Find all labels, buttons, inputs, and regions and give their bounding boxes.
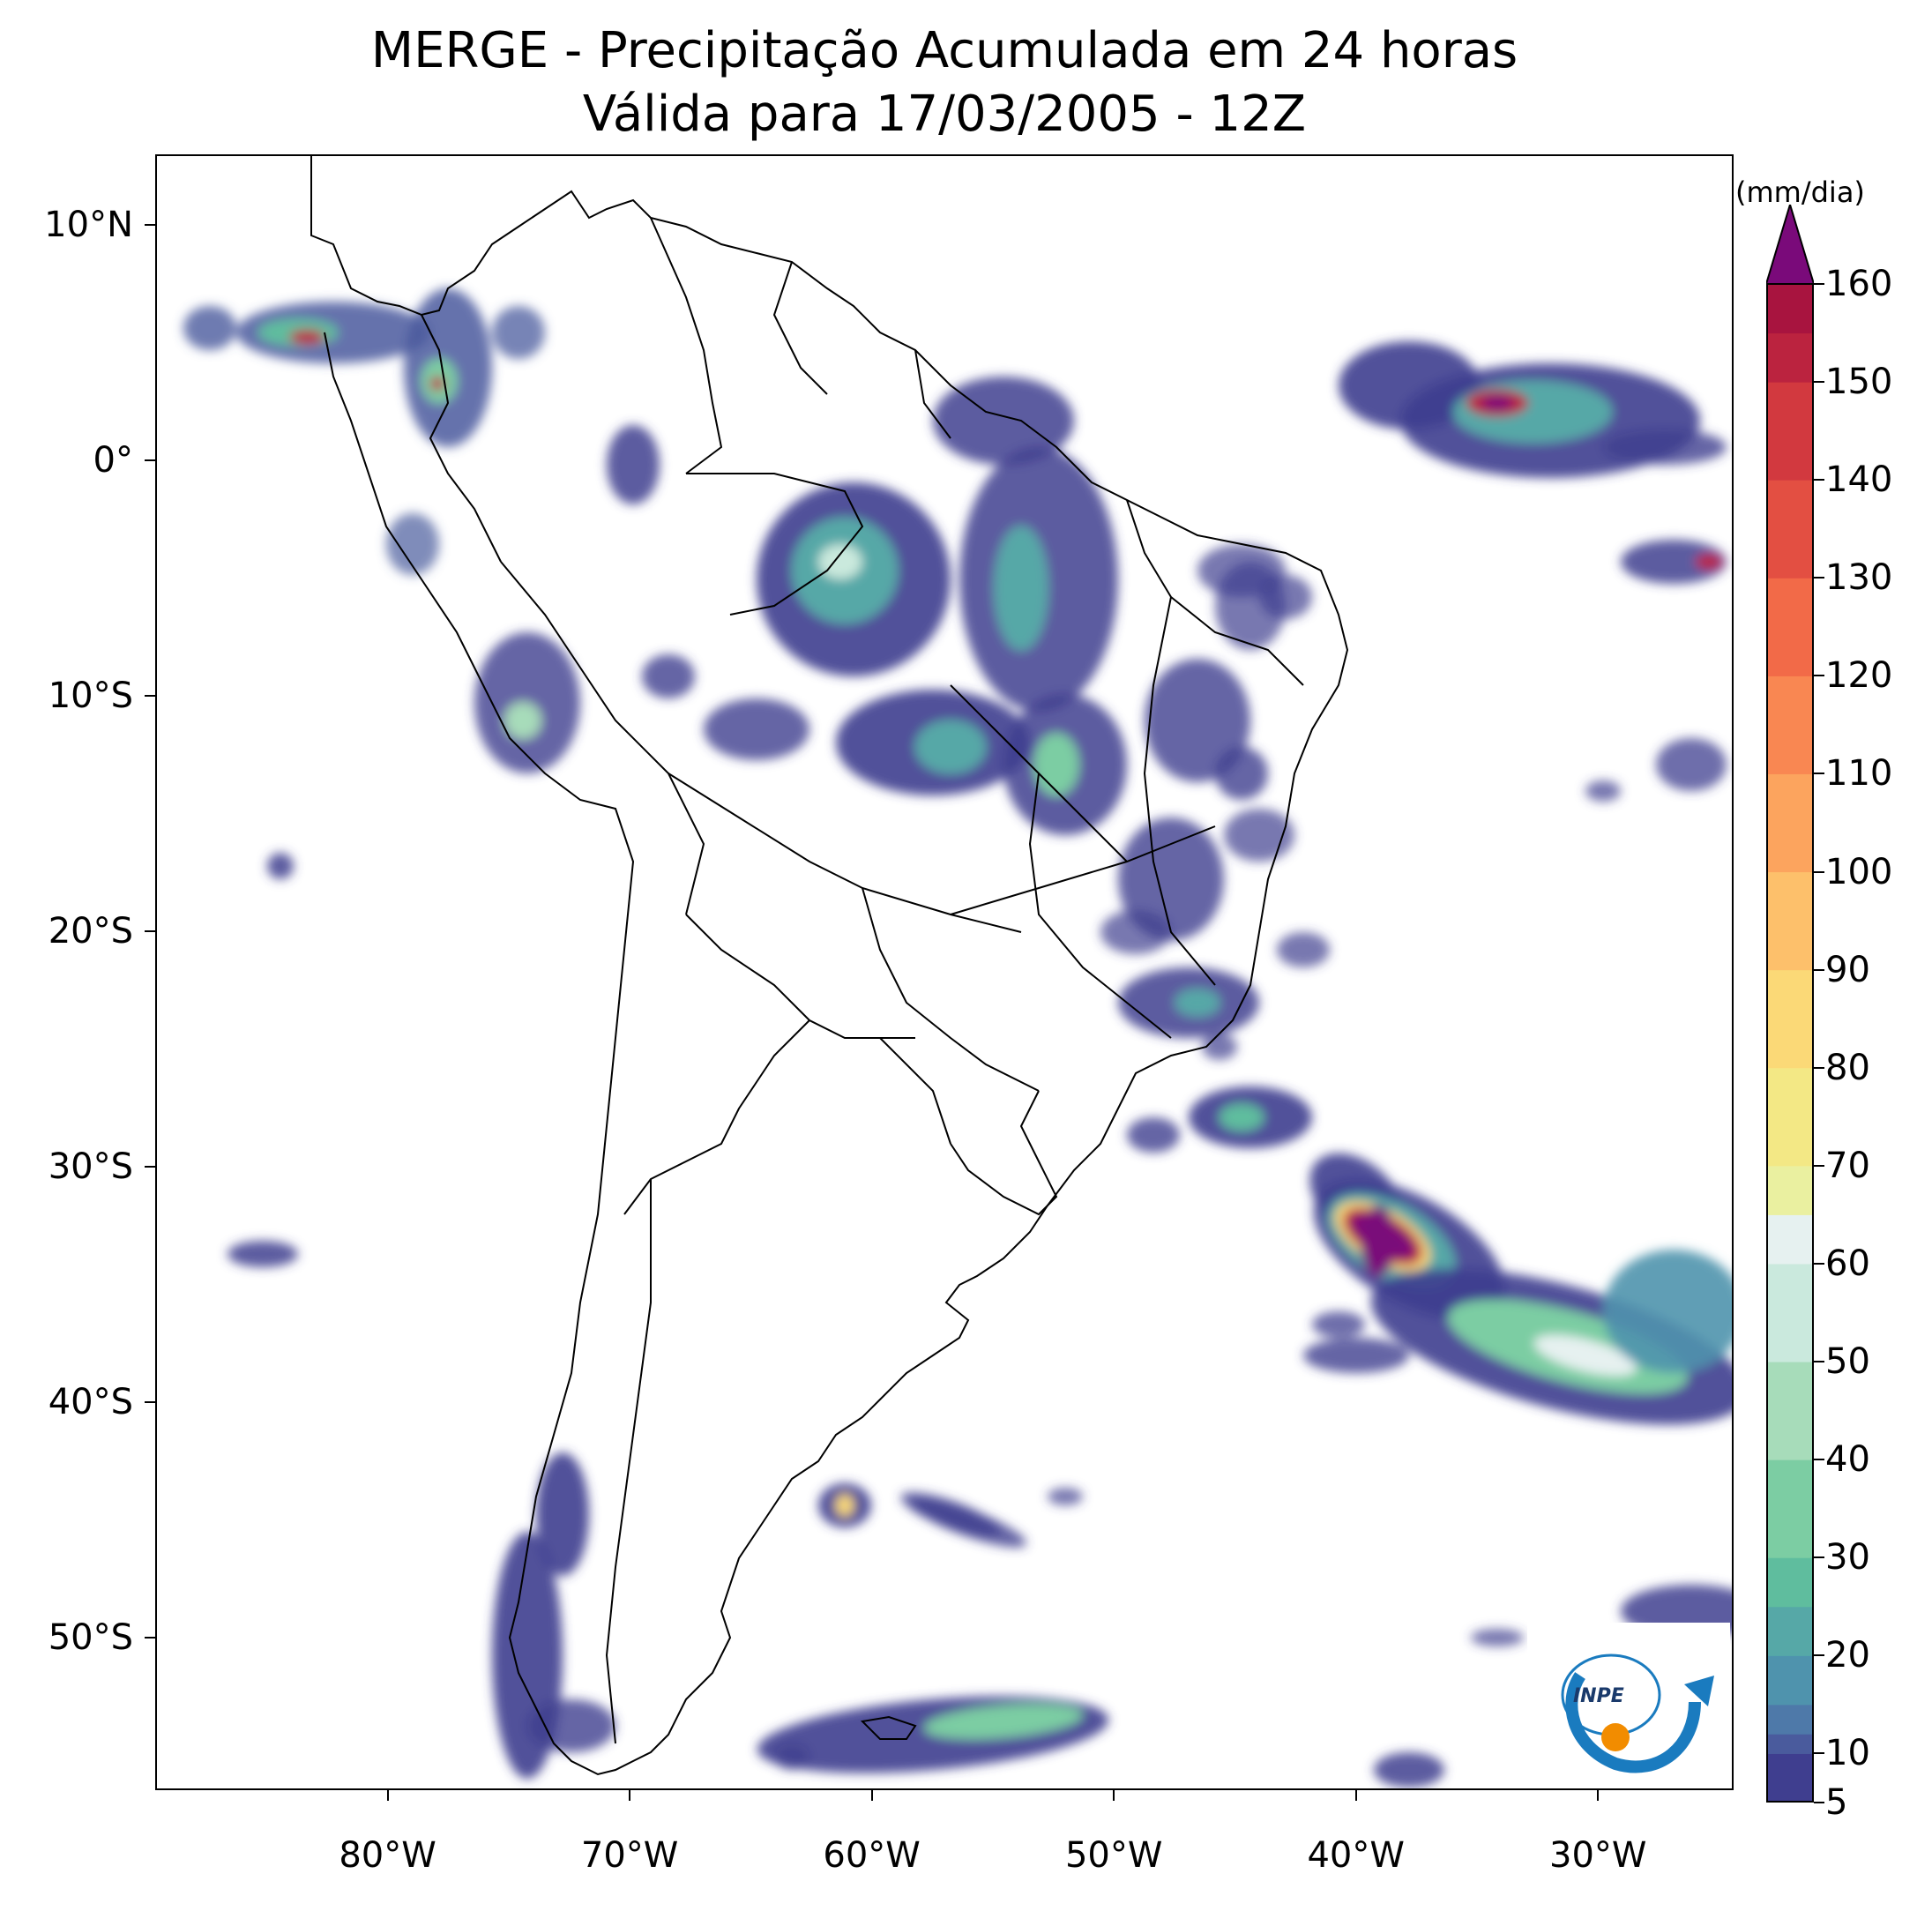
lat-tick-mark bbox=[145, 1636, 155, 1639]
inpe-logo-text: INPE bbox=[1573, 1685, 1624, 1707]
colorbar-segment bbox=[1766, 578, 1814, 676]
colorbar-tick-mark bbox=[1814, 1361, 1824, 1363]
colorbar-tick-label: 150 bbox=[1825, 362, 1893, 403]
lon-tick-mark bbox=[1597, 1790, 1600, 1801]
colorbar-tick-label: 80 bbox=[1825, 1047, 1870, 1088]
colorbar-segment bbox=[1766, 1067, 1814, 1167]
colorbar-tick-label: 10 bbox=[1825, 1733, 1870, 1774]
lon-tick-label: 80°W bbox=[339, 1835, 436, 1876]
coastlines-borders bbox=[310, 156, 1349, 1776]
colorbar-tick-mark bbox=[1814, 968, 1824, 971]
colorbar-tick-mark bbox=[1814, 773, 1824, 775]
colorbar-tick-mark bbox=[1814, 1066, 1824, 1069]
lon-tick-label: 40°W bbox=[1307, 1835, 1405, 1876]
lat-tick-mark bbox=[145, 1165, 155, 1168]
lat-tick-mark bbox=[145, 224, 155, 227]
colorbar-segment bbox=[1766, 284, 1814, 334]
colorbar-tick-mark bbox=[1814, 1459, 1824, 1461]
colorbar-tick-mark bbox=[1814, 1556, 1824, 1559]
colorbar-tick-label: 20 bbox=[1825, 1635, 1870, 1676]
colorbar-tick-label: 130 bbox=[1825, 557, 1893, 599]
colorbar-segment bbox=[1766, 676, 1814, 774]
lat-tick-mark bbox=[145, 694, 155, 697]
lat-tick-label: 10°S bbox=[48, 675, 133, 716]
colorbar-segment bbox=[1766, 1753, 1814, 1803]
colorbar-segment bbox=[1766, 1704, 1814, 1735]
colorbar-units: (mm/dia) bbox=[1735, 175, 1865, 209]
colorbar-tick-label: 90 bbox=[1825, 949, 1870, 990]
lon-tick-mark bbox=[1354, 1790, 1357, 1801]
colorbar-segment bbox=[1766, 480, 1814, 579]
colorbar-segment bbox=[1766, 1263, 1814, 1362]
lat-tick-label: 50°S bbox=[48, 1616, 133, 1658]
colorbar-segment bbox=[1766, 332, 1814, 383]
colorbar-tick-label: 50 bbox=[1825, 1341, 1870, 1383]
colorbar-tick-mark bbox=[1814, 675, 1824, 677]
colorbar-tick-mark bbox=[1814, 283, 1824, 285]
colorbar-tick-mark bbox=[1814, 870, 1824, 873]
colorbar-tick-label: 40 bbox=[1825, 1439, 1870, 1481]
colorbar bbox=[1766, 205, 1814, 1803]
colorbar-tick-label: 110 bbox=[1825, 753, 1893, 795]
colorbar-tick-label: 70 bbox=[1825, 1145, 1870, 1186]
lat-tick-label: 40°S bbox=[48, 1381, 133, 1422]
colorbar-segment bbox=[1766, 1557, 1814, 1608]
colorbar-tick-mark bbox=[1814, 1802, 1824, 1803]
lon-tick-label: 70°W bbox=[580, 1835, 679, 1876]
colorbar-tick-label: 160 bbox=[1825, 264, 1893, 304]
map-title-line1: MERGE - Precipitação Acumulada em 24 hor… bbox=[370, 22, 1518, 79]
colorbar-tick-label: 120 bbox=[1825, 655, 1893, 697]
lat-tick-label: 0° bbox=[93, 439, 133, 481]
colorbar-tick-mark bbox=[1814, 577, 1824, 579]
lon-tick-mark bbox=[870, 1790, 873, 1801]
colorbar-segment bbox=[1766, 1734, 1814, 1754]
colorbar-segment bbox=[1766, 969, 1814, 1069]
falkland-islands bbox=[860, 1715, 917, 1740]
colorbar-segment bbox=[1766, 1459, 1814, 1558]
colorbar-tick-label: 60 bbox=[1825, 1243, 1870, 1284]
colorbar-frame bbox=[1766, 283, 1814, 1803]
lon-tick-label: 30°W bbox=[1549, 1835, 1647, 1876]
lat-tick-mark bbox=[145, 1400, 155, 1403]
map-canvas bbox=[183, 156, 1732, 1788]
colorbar-segment bbox=[1766, 1655, 1814, 1706]
lat-tick-mark bbox=[145, 929, 155, 932]
colorbar-segment bbox=[1766, 871, 1814, 971]
map-title-line2: Válida para 17/03/2005 - 12Z bbox=[582, 86, 1307, 143]
lon-tick-label: 60°W bbox=[823, 1835, 921, 1876]
colorbar-extend-arrow bbox=[1766, 205, 1814, 285]
colorbar-tick-mark bbox=[1814, 381, 1824, 384]
colorbar-segment bbox=[1766, 1214, 1814, 1265]
colorbar-segment bbox=[1766, 1606, 1814, 1656]
lat-tick-label: 20°S bbox=[48, 910, 133, 952]
precipitation-map bbox=[155, 154, 1734, 1790]
lat-tick-label: 30°S bbox=[48, 1146, 133, 1187]
colorbar-tick-label: 30 bbox=[1825, 1537, 1870, 1579]
colorbar-tick-label: 5 bbox=[1825, 1782, 1848, 1823]
lat-tick-mark bbox=[145, 459, 155, 461]
lat-tick-label: 10°N bbox=[44, 205, 133, 246]
precipitation-fields bbox=[183, 288, 1732, 1788]
lon-tick-mark bbox=[1113, 1790, 1115, 1801]
lon-tick-mark bbox=[629, 1790, 631, 1801]
colorbar-tick-label: 100 bbox=[1825, 851, 1893, 892]
colorbar-segment bbox=[1766, 382, 1814, 481]
colorbar-segment bbox=[1766, 1165, 1814, 1215]
lon-tick-label: 50°W bbox=[1064, 1835, 1163, 1876]
colorbar-tick-label: 140 bbox=[1825, 459, 1893, 501]
colorbar-tick-mark bbox=[1814, 1654, 1824, 1657]
lon-tick-mark bbox=[386, 1790, 389, 1801]
colorbar-segment bbox=[1766, 773, 1814, 873]
colorbar-tick-mark bbox=[1814, 1752, 1824, 1755]
colorbar-segment bbox=[1766, 1362, 1814, 1460]
colorbar-tick-mark bbox=[1814, 479, 1824, 481]
inpe-logo: INPE bbox=[1527, 1623, 1730, 1786]
colorbar-tick-mark bbox=[1814, 1262, 1824, 1265]
colorbar-tick-mark bbox=[1814, 1164, 1824, 1167]
